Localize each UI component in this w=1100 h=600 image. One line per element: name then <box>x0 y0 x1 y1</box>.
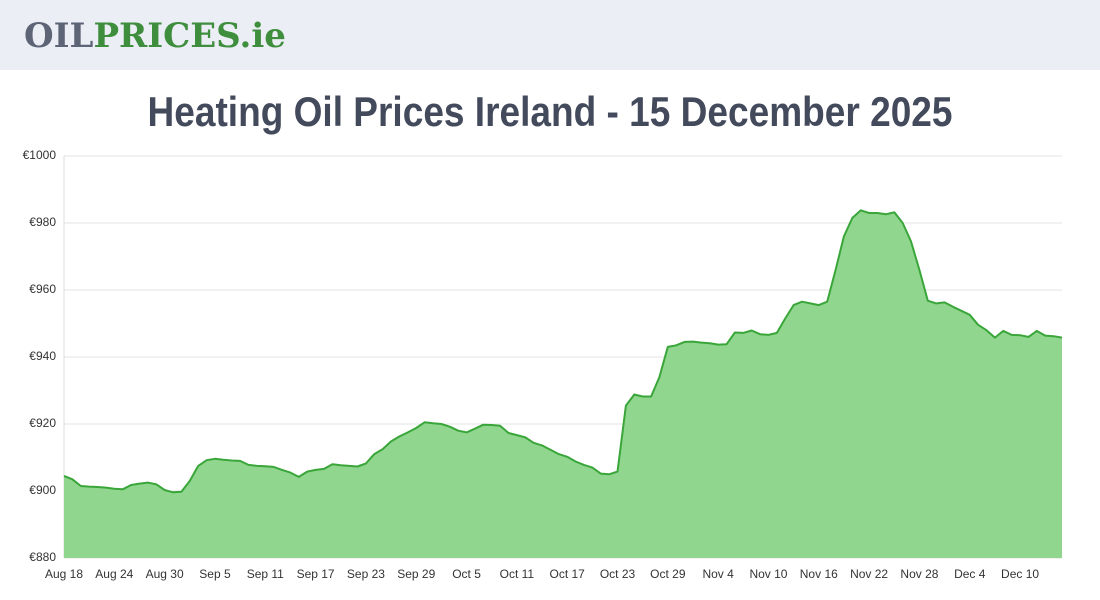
x-tick-label: Sep 17 <box>297 567 335 581</box>
x-tick-label: Oct 5 <box>452 567 481 581</box>
x-tick-label: Nov 28 <box>900 567 938 581</box>
chart-title: Heating Oil Prices Ireland - 15 December… <box>148 88 953 135</box>
logo-part: PRICES.ie <box>93 16 285 56</box>
x-tick-label: Dec 10 <box>1001 567 1039 581</box>
x-tick-label: Sep 5 <box>199 567 231 581</box>
y-tick-label: €1000 <box>23 148 57 162</box>
line <box>63 209 1063 494</box>
x-tick-label: Sep 23 <box>347 567 385 581</box>
area <box>64 210 1062 559</box>
y-tick-label: €880 <box>29 550 56 564</box>
y-tick-label: €900 <box>29 483 56 497</box>
x-tick-label: Nov 4 <box>702 567 734 581</box>
logo[interactable]: OILPRICES.ie <box>24 16 286 56</box>
x-tick-label: Oct 11 <box>500 567 535 581</box>
x-tick-label: Nov 10 <box>749 567 787 581</box>
logo-part: OIL <box>24 16 94 56</box>
x-tick-label: Oct 23 <box>600 567 636 581</box>
y-tick-label: €920 <box>29 416 56 430</box>
y-tick-label: €980 <box>29 215 56 229</box>
x-tick-label: Sep 29 <box>397 567 435 581</box>
x-tick-label: Dec 4 <box>954 567 986 581</box>
header-bar <box>0 0 1100 70</box>
y-tick-label: €940 <box>29 349 56 363</box>
x-tick-label: Oct 29 <box>650 567 686 581</box>
x-tick-label: Nov 16 <box>800 567 838 581</box>
x-tick-label: Aug 30 <box>146 567 184 581</box>
x-tick-label: Oct 17 <box>550 567 586 581</box>
y-tick-label: €960 <box>29 282 56 296</box>
x-tick-label: Aug 24 <box>95 567 133 581</box>
x-tick-label: Aug 18 <box>45 567 83 581</box>
x-tick-label: Nov 22 <box>850 567 888 581</box>
x-tick-label: Sep 11 <box>247 567 284 581</box>
